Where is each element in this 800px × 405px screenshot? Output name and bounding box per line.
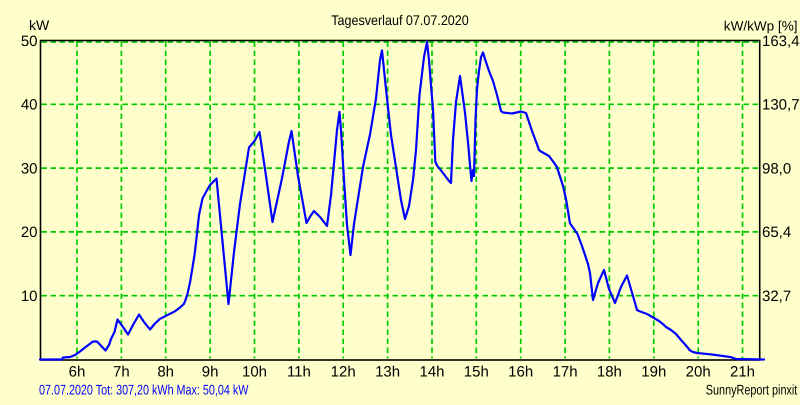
- svg-text:20: 20: [21, 224, 38, 241]
- svg-text:21h: 21h: [730, 363, 755, 380]
- svg-text:14h: 14h: [419, 363, 444, 380]
- svg-text:12h: 12h: [331, 363, 356, 380]
- svg-text:11h: 11h: [287, 363, 311, 380]
- svg-text:16h: 16h: [508, 363, 533, 380]
- svg-text:98,0: 98,0: [762, 160, 791, 177]
- svg-text:15h: 15h: [464, 363, 489, 380]
- svg-text:Tagesverlauf 07.07.2020: Tagesverlauf 07.07.2020: [331, 12, 469, 28]
- svg-text:7h: 7h: [113, 363, 130, 380]
- svg-text:30: 30: [21, 160, 38, 177]
- svg-text:kW/kWp [%]: kW/kWp [%]: [724, 19, 798, 34]
- svg-text:20h: 20h: [686, 363, 711, 380]
- svg-text:kW: kW: [29, 17, 50, 33]
- svg-text:18h: 18h: [597, 363, 622, 380]
- svg-text:13h: 13h: [375, 363, 400, 380]
- svg-text:130,7: 130,7: [762, 97, 800, 114]
- svg-text:163,4: 163,4: [762, 33, 800, 50]
- svg-text:SunnyReport pinxit: SunnyReport pinxit: [706, 382, 798, 398]
- svg-text:40: 40: [21, 97, 38, 114]
- svg-text:50: 50: [21, 33, 38, 50]
- svg-text:9h: 9h: [202, 363, 219, 380]
- svg-text:17h: 17h: [553, 363, 578, 380]
- svg-text:32,7: 32,7: [762, 288, 791, 305]
- svg-text:6h: 6h: [69, 363, 86, 380]
- svg-text:10: 10: [21, 288, 38, 305]
- svg-text:10h: 10h: [242, 363, 267, 380]
- svg-text:8h: 8h: [157, 363, 174, 380]
- svg-text:07.07.2020 Tot: 307,20 kWh Max: 07.07.2020 Tot: 307,20 kWh Max: 50,04 kW: [39, 382, 249, 398]
- svg-text:65,4: 65,4: [762, 224, 791, 241]
- svg-text:19h: 19h: [641, 363, 666, 380]
